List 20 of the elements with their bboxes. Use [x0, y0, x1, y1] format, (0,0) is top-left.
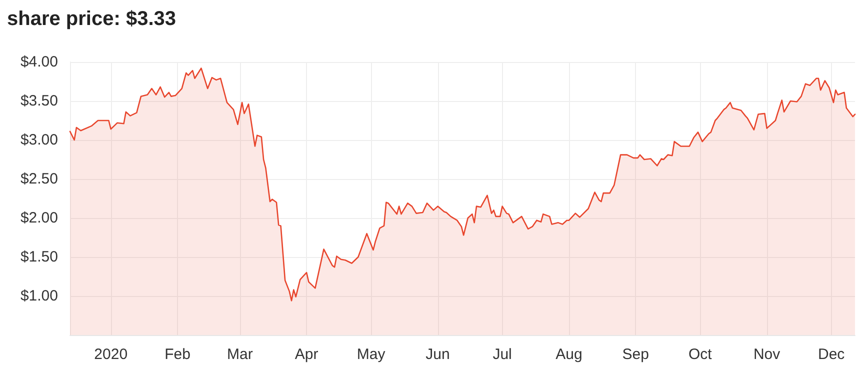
x-tick-label: 2020	[94, 346, 128, 363]
x-tick-label: Sep	[622, 346, 649, 363]
x-tick-label: Mar	[226, 346, 253, 363]
x-tick-label: May	[356, 346, 386, 363]
y-tick-label: $2.00	[20, 210, 58, 226]
y-tick-label: $3.50	[20, 92, 58, 110]
x-tick-label: Apr	[294, 346, 318, 363]
x-tick-label: Feb	[164, 346, 190, 363]
y-tick-label: $1.50	[20, 248, 58, 266]
x-tick-label: Nov	[753, 346, 781, 363]
x-tick-label: Dec	[818, 346, 846, 363]
x-tick-label: Oct	[688, 346, 713, 363]
x-tick-label: Jul	[492, 346, 512, 363]
x-tick-label: Jun	[426, 346, 450, 363]
y-tick-label: $3.00	[20, 132, 58, 148]
y-tick-label: $4.00	[20, 54, 58, 70]
chart-title: share price: $3.33	[7, 8, 176, 30]
y-tick-label: $2.50	[20, 170, 58, 188]
y-tick-label: $1.00	[20, 288, 58, 304]
x-tick-label: Aug	[556, 346, 582, 363]
